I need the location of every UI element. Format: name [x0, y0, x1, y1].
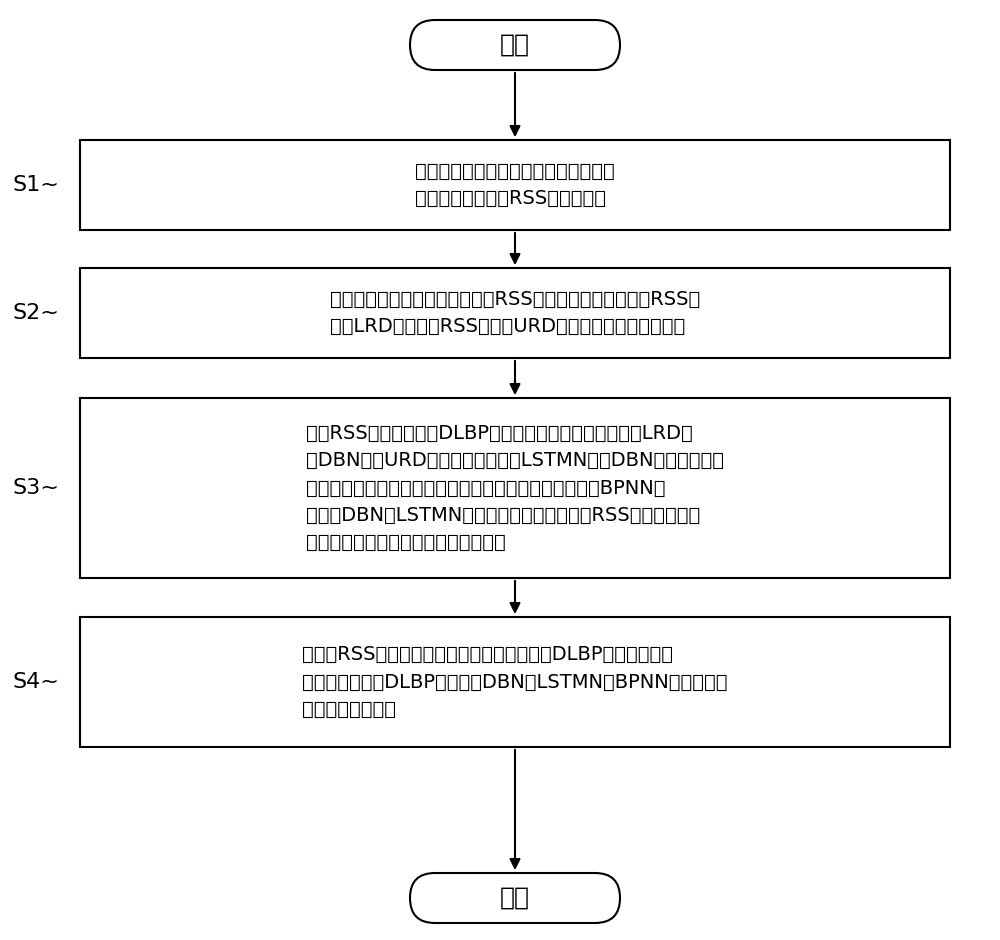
- Bar: [80, 617, 950, 747]
- Text: 构建分布式大规模多天线系统，根据其
室内衍射模型生成RSS训练数据集: 构建分布式大规模多天线系统，根据其 室内衍射模型生成RSS训练数据集: [415, 162, 615, 208]
- Text: 通过RSS训练数据集对DLBP模型进行训练，具体为：利用LRD训
练DBN估计URD对应的位置信息；LSTMN利用DBN估计结果和少
量位置样本构成的历史轨迹信: 通过RSS训练数据集对DLBP模型进行训练，具体为：利用LRD训 练DBN估计U…: [306, 424, 724, 552]
- Text: S1~: S1~: [12, 175, 59, 195]
- FancyBboxPatch shape: [410, 873, 620, 923]
- Text: 将不同RSS向量作为测试数据集对训练完成的DLBP模型进行测试
，通过逐步激活DLBP模型中的DBN、LSTMN和BPNN，实现多网
络高精度三维定位: 将不同RSS向量作为测试数据集对训练完成的DLBP模型进行测试 ，通过逐步激活D…: [302, 645, 728, 719]
- Text: 开始: 开始: [500, 33, 530, 57]
- Text: 以是否包含位置信息为依据，将RSS训练数据集分为已标记RSS数
据集LRD和未标记RSS数据集URD，并按时间顺序进行排序: 以是否包含位置信息为依据，将RSS训练数据集分为已标记RSS数 据集LRD和未标…: [330, 290, 700, 337]
- Text: S3~: S3~: [12, 478, 59, 498]
- Bar: [80, 268, 950, 358]
- Text: 结束: 结束: [500, 886, 530, 910]
- Text: S2~: S2~: [12, 303, 59, 323]
- FancyBboxPatch shape: [410, 20, 620, 70]
- Bar: [80, 398, 950, 578]
- Text: S4~: S4~: [12, 672, 59, 692]
- Bar: [80, 140, 950, 230]
